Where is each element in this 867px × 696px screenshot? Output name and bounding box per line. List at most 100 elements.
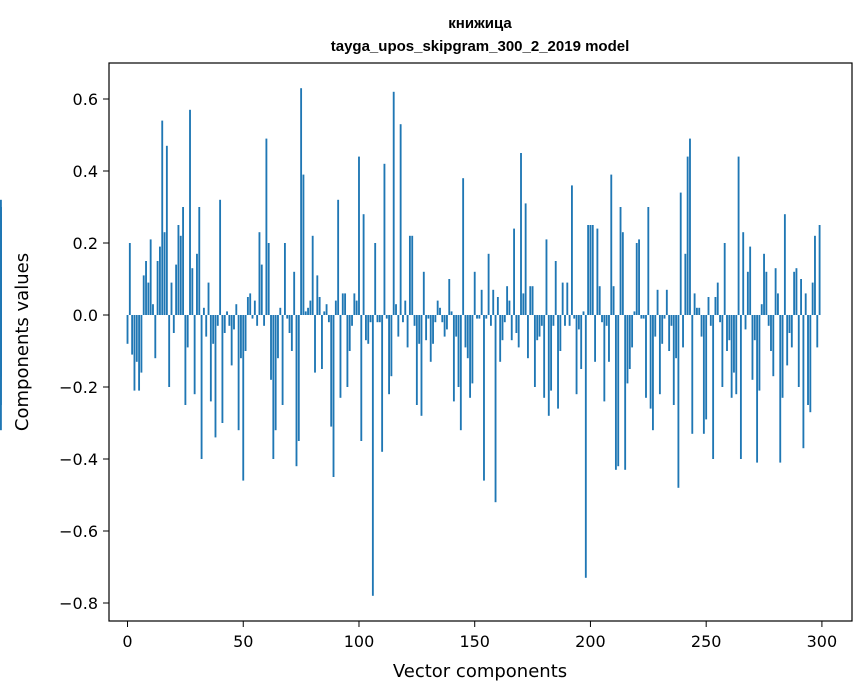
bar [388, 315, 390, 395]
bar [781, 315, 784, 398]
bar [376, 315, 379, 323]
bar [327, 315, 330, 323]
bar [177, 225, 180, 315]
x-axis-ticks: 0 50 100 150 200 250 300 [122, 621, 837, 651]
x-tick-label: 0 [122, 632, 132, 651]
bar [402, 315, 404, 323]
bar [577, 315, 580, 330]
bar [508, 300, 511, 315]
bar [723, 243, 726, 315]
bar [212, 315, 215, 344]
bar [730, 315, 733, 398]
bar [728, 315, 731, 341]
bar [411, 235, 414, 315]
bar [668, 315, 671, 351]
bar [277, 315, 279, 359]
bar [404, 300, 407, 315]
bar [267, 243, 270, 315]
bar [677, 315, 680, 488]
bar [385, 315, 388, 319]
bar [353, 293, 356, 315]
bar [323, 311, 326, 315]
bar [816, 315, 819, 348]
bar [293, 271, 296, 315]
bar [591, 225, 594, 315]
bar [369, 315, 372, 323]
y-tick-label: 0.6 [73, 90, 98, 109]
bar [716, 282, 719, 315]
bar [767, 315, 770, 326]
bar [517, 315, 520, 348]
bar [496, 297, 499, 315]
bar [684, 253, 687, 315]
bar [760, 304, 763, 315]
bar [307, 307, 309, 315]
bar [351, 315, 353, 326]
bar [587, 225, 590, 315]
bar [779, 315, 782, 463]
bar [614, 315, 617, 470]
bar [283, 243, 286, 315]
bar [0, 315, 2, 377]
bar [529, 286, 532, 315]
bar [358, 156, 360, 315]
bar [800, 279, 802, 315]
bar [128, 243, 131, 315]
bar [448, 279, 451, 315]
bar [425, 315, 428, 341]
bar [573, 315, 576, 319]
bar [365, 315, 367, 341]
bar [228, 315, 231, 326]
bar [418, 315, 421, 344]
bar [531, 286, 534, 315]
bar [415, 315, 418, 405]
bar [793, 271, 796, 315]
bar [371, 315, 374, 596]
bar [772, 315, 775, 377]
bar [189, 109, 191, 315]
bar [533, 315, 536, 387]
bar [286, 315, 289, 319]
bar [645, 315, 647, 398]
bar [571, 185, 573, 315]
bar [575, 315, 578, 395]
bar [378, 315, 381, 323]
bar [654, 315, 657, 337]
bar [770, 315, 772, 351]
y-tick-label: 0.4 [73, 162, 98, 181]
bar [568, 315, 571, 326]
bar [513, 228, 515, 315]
bar [462, 178, 465, 315]
bar [156, 261, 159, 315]
bar [207, 282, 210, 315]
bar [297, 315, 300, 441]
bar [170, 282, 173, 315]
bar [561, 282, 564, 315]
bar [214, 315, 217, 438]
bar [179, 235, 182, 315]
bar [605, 315, 608, 326]
bar [443, 315, 446, 337]
y-axis-label: Components values [12, 253, 33, 431]
bar [705, 315, 708, 420]
bar [154, 315, 157, 359]
bar [420, 315, 423, 416]
bar [249, 293, 252, 315]
bar [279, 307, 282, 315]
bar [152, 304, 154, 315]
bar [175, 264, 178, 315]
bar [168, 315, 171, 387]
bar [527, 315, 529, 359]
bar [790, 315, 793, 348]
bar [506, 286, 509, 315]
bar [682, 315, 684, 348]
bar [742, 232, 745, 315]
bar [709, 315, 712, 326]
bar [543, 315, 546, 398]
bar [140, 315, 143, 373]
bar [147, 282, 150, 315]
bar [145, 261, 147, 315]
bar [439, 307, 441, 315]
bar [658, 315, 661, 395]
